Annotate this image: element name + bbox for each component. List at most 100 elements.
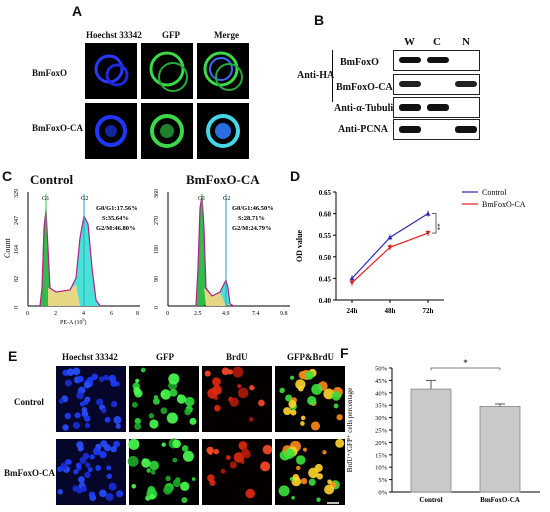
e-cell-dot (278, 485, 290, 497)
svg-text:2.5: 2.5 (194, 311, 202, 317)
svg-text:0: 0 (166, 311, 169, 317)
e-cell-dot (227, 369, 233, 375)
e-cell-dot (80, 485, 87, 492)
e-cell-dot (322, 450, 327, 455)
svg-text:6: 6 (110, 311, 113, 317)
svg-text:8: 8 (136, 311, 139, 317)
f-ytick-label: 45% (375, 378, 388, 385)
panel-a-row-bmfoxo-ca: BmFoxO-CA (32, 123, 83, 133)
e-cell-dot (104, 416, 111, 423)
e-cell-dot (131, 483, 137, 489)
e-cell-dot (221, 367, 230, 376)
e-cell-dot (184, 408, 192, 416)
d-point (387, 234, 393, 240)
e-cell-dot (148, 413, 155, 419)
svg-text:G1: G1 (42, 196, 49, 202)
e-cell-dot (258, 399, 265, 407)
d-ytick-label: 0.65 (319, 189, 332, 197)
e-cell-dot (290, 409, 297, 416)
e-cell-dot (311, 383, 323, 395)
anti-ha-label: Anti-HA (297, 70, 335, 81)
e-cell-dot (168, 373, 180, 385)
e-cell-dot (180, 481, 190, 491)
e-cell-dot (149, 460, 159, 471)
svg-text:4: 4 (82, 311, 85, 317)
f-bar-1 (479, 406, 521, 493)
e-micrograph-bg (129, 439, 199, 505)
e-cell-dot (245, 488, 256, 499)
chart-f-brdu: 0% 5% 10% 15% 20% 25% 30% 35% 40% 45% 50% BrdU⁺/GFP… (346, 358, 540, 504)
f-category-label: BmFoxO-CA (480, 496, 520, 504)
d-point (387, 245, 393, 250)
e-cell-dot (116, 490, 124, 498)
d-series-line-1 (351, 232, 429, 284)
e-cell-dot (58, 398, 64, 404)
d-xtick-label: 24h (347, 307, 358, 315)
e-cell-dot (153, 395, 158, 400)
e-cell-dot (72, 421, 81, 430)
anti-ha-bracket (332, 50, 333, 102)
e-cell-dot (295, 379, 306, 390)
panel-a-col-gfp: GFP (162, 30, 180, 40)
e-cell-dot (166, 412, 178, 424)
d-ytick-label: 0.50 (319, 254, 332, 262)
svg-text:G2/M:24.79%: G2/M:24.79% (232, 225, 272, 232)
e-cell-dot (296, 465, 301, 471)
e-cell-dot (87, 467, 93, 473)
e-cell-dot (249, 385, 255, 391)
e-cell-dot (77, 375, 84, 383)
e-cell-dot (289, 477, 294, 481)
e-micrograph-r2-c3 (202, 439, 273, 505)
e-cell-dot (84, 422, 91, 429)
e-cell-dot (288, 400, 297, 408)
e-cell-dot (182, 450, 194, 462)
d-xtick-label: 48h (385, 307, 396, 315)
e-cell-dot (88, 491, 96, 498)
e-cell-dot (91, 373, 99, 380)
svg-text:G1: G1 (198, 196, 205, 202)
e-cell-dot (106, 465, 112, 471)
e-cell-dot (181, 445, 189, 452)
lane-n: N (462, 36, 470, 48)
e-cell-dot (64, 379, 72, 387)
svg-text:329: 329 (14, 189, 20, 198)
e-cell-dot (242, 450, 251, 459)
svg-text:G2: G2 (223, 196, 230, 202)
e-cell-dot (300, 415, 306, 421)
western-blot (393, 50, 480, 140)
e-cell-dot (305, 371, 314, 380)
d-xtick-label: 72h (423, 307, 434, 315)
e-cell-dot (238, 441, 248, 450)
e-cell-dot (213, 448, 220, 455)
e-cell-dot (172, 457, 178, 463)
f-ytick-label: 15% (375, 452, 388, 459)
e-cell-dot (149, 419, 159, 429)
d-ylabel: OD value (295, 229, 304, 262)
e-cell-dot (108, 374, 117, 383)
d-legend-label: Control (482, 188, 507, 197)
svg-text:S:28.71%: S:28.71% (238, 215, 265, 222)
e-cell-dot (172, 479, 181, 488)
e-cell-dot (150, 469, 156, 475)
e-cell-dot (248, 417, 254, 422)
e-cell-dot (296, 455, 306, 465)
e-cell-dot (95, 465, 102, 471)
e-cell-dot (77, 388, 83, 394)
e-micrograph-r2-c1 (56, 439, 126, 505)
e-cell-dot (327, 479, 332, 485)
e-cell-dot (84, 471, 91, 479)
e-cell-dot (108, 482, 117, 491)
svg-text:0: 0 (14, 306, 20, 309)
e-cell-dot (161, 442, 166, 447)
e-micrograph-r2-c2 (127, 438, 199, 505)
panel-label-d: D (290, 168, 301, 184)
panel-label-c: C (2, 168, 13, 184)
e-cell-dot (300, 477, 308, 485)
e-cell-dot (214, 404, 221, 412)
d-point (425, 231, 431, 236)
e-cell-dot (212, 377, 221, 386)
micrograph-a-gfp-1 (141, 43, 193, 99)
e-cell-dot (220, 468, 226, 474)
e-cell-dot (57, 466, 63, 473)
chart-d-od: 0.40 0.45 0.50 0.55 0.60 0.65 24h 48h 72h OD valu… (295, 188, 526, 315)
